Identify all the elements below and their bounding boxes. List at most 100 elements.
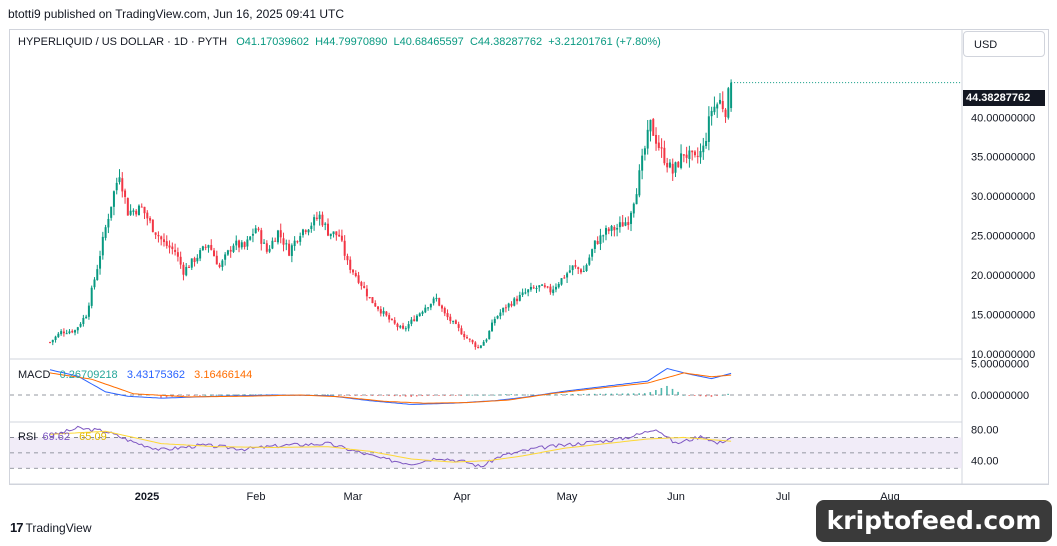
rsi-name: RSI [18,431,37,443]
price-tick-label: 30.00000000 [971,191,1035,203]
macd-histogram-bar [360,395,362,396]
candle-body [418,313,421,317]
candle-body [579,269,582,273]
candle-body [87,305,90,317]
last-price-badge: 44.38287762 [963,90,1045,106]
candle-body [118,177,121,183]
macd-histogram-bar [188,395,190,396]
candle-body [727,88,730,118]
macd-histogram-bar [232,394,235,396]
candle-body [151,219,154,233]
candle-body [251,233,254,236]
candle-body [630,212,633,224]
candle-body [201,246,204,250]
macd-histogram-bar [582,393,585,395]
macd-histogram-bar [176,395,179,397]
macd-histogram-bar [421,395,424,397]
candle-body [243,242,246,247]
candle-body [315,217,318,219]
macd-line [49,367,732,405]
candle-body [374,302,377,307]
macd-histogram-bar [454,395,457,396]
macd-histogram-bar [605,393,607,395]
macd-histogram-bar [560,394,563,395]
candle-body [543,285,546,287]
candle-body [491,322,494,332]
macd-histogram-bar [632,393,635,395]
candle-body [399,326,402,328]
candle-body [602,235,605,237]
candle-body [666,162,669,168]
macd-histogram-bar [226,394,229,396]
candle-body [232,245,235,252]
tradingview-logo[interactable]: 17 TradingView [10,520,92,535]
candle-body [527,289,530,293]
low-value: L40.68465597 [393,36,464,48]
candle-body [496,315,499,319]
candle-body [129,210,132,215]
candle-body [65,333,68,335]
candle-body [443,308,446,314]
candle-body [207,245,210,248]
kriptofeed-watermark: kriptofeed.com [816,500,1052,542]
macd-histogram-bar [382,395,385,396]
macd-histogram-bar [699,395,702,397]
candle-body [593,240,596,249]
candle-body [162,239,165,243]
macd-histogram-bar [621,393,624,395]
candle-body [574,265,577,267]
candle-body [299,236,302,242]
candle-body [360,282,363,286]
rsi-legend: RSI 69.62 65.09 [18,431,107,443]
candle-body [438,297,441,306]
candle-body [471,340,474,343]
symbol-label[interactable]: HYPERLIQUID / US DOLLAR · 1D · PYTH [18,36,228,48]
candle-body [440,305,443,309]
candle-body [146,212,149,219]
currency-button[interactable]: USD [963,31,1045,57]
macd-histogram-bar [693,395,696,396]
candle-body [363,286,366,288]
macd-histogram-bar [482,394,485,396]
candle-body [566,273,569,278]
candle-body [112,191,115,207]
candle-body [357,275,360,283]
candle-body [585,264,588,271]
candle-body [468,338,471,340]
macd-histogram-bar [221,394,223,396]
candle-body [352,269,355,273]
candle-body [524,292,527,294]
candle-body [293,240,296,247]
candle-body [577,267,580,270]
candle-body [571,265,574,271]
candle-body [688,150,691,159]
candle-body [321,214,324,226]
candle-body [257,228,260,230]
candle-body [193,258,196,263]
candle-body [613,226,616,231]
macd-histogram-bar [577,393,579,395]
macd-name: MACD [18,369,51,381]
candle-body [618,222,621,228]
candle-body [504,307,507,309]
macd-histogram-bar [638,393,640,395]
macd-histogram-bar [199,395,201,396]
candle-body [707,116,710,142]
price-tick-label: 35.00000000 [971,152,1035,164]
macd-histogram-bar [332,394,335,396]
candle-body [557,283,560,288]
candle-body [307,229,310,233]
candle-body [107,218,110,228]
candle-body [510,303,513,306]
candle-body [641,155,644,171]
candle-body [126,198,129,216]
macd-histogram-bar [643,393,646,395]
candle-body [249,236,252,240]
candle-body [121,178,124,192]
candle-body [396,323,399,328]
candle-body [616,227,619,230]
candle-body [90,287,93,306]
macd-histogram-bar [616,393,618,395]
candle-body [671,163,674,174]
